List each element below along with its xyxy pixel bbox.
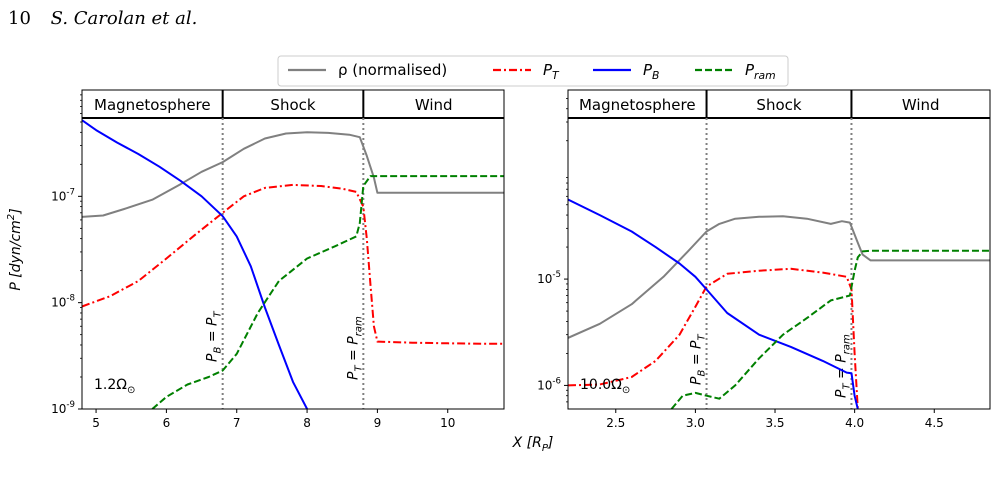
x-tick-label: 4.0 [845, 416, 864, 430]
y-tick-label: 10-5 [537, 270, 561, 286]
legend-item-Pram: Pram [695, 61, 776, 82]
boundary-label: PT = Pram [833, 334, 852, 398]
x-tick-label: 8 [303, 416, 311, 430]
x-tick-label: 5 [92, 416, 100, 430]
left-panel: Magnetosphere Shock Wind PB = PT PT = Pram 5 6… [6, 89, 505, 430]
boundary-label: PT = Pram [345, 316, 364, 380]
y-axis-title: P [dyn/cm2] [6, 208, 24, 290]
series-line-rho [568, 215, 990, 339]
legend-label-PB: PB [643, 61, 659, 82]
x-tick-label: 7 [233, 416, 241, 430]
x-tick-label: 4.5 [925, 416, 944, 430]
legend-label-PT: PT [543, 61, 560, 82]
series-line-PB [82, 119, 308, 409]
rotation-annotation: 1.2Ω⊙ [94, 377, 135, 396]
x-axis-title: X [RP] [512, 435, 554, 454]
x-tick-label: 10 [440, 416, 455, 430]
legend-item-rho: ρ (normalised) [288, 61, 447, 79]
boundary-label: PB = PT [689, 334, 708, 385]
legend-item-PT: PT [493, 61, 560, 82]
legend-label-Pram: Pram [745, 61, 776, 82]
right-panel: Magnetosphere Shock Wind PB = PT PT = Pram 2.… [537, 89, 991, 430]
y-tick-label: 10-6 [537, 376, 561, 392]
x-tick-label: 2.5 [606, 416, 625, 430]
region-label-magnetosphere: Magnetosphere [579, 96, 696, 114]
y-tick-label: 10-8 [51, 294, 75, 310]
x-tick-label: 3.5 [765, 416, 784, 430]
legend-item-PB: PB [593, 61, 659, 82]
series-group [82, 119, 504, 409]
plot-frame [81, 89, 505, 410]
region-label-wind: Wind [415, 96, 453, 114]
legend-items: ρ (normalised) PT PB Pram [288, 61, 776, 82]
boundary-label: PB = PT [205, 311, 224, 362]
series-line-Pram [151, 175, 504, 409]
series-group [568, 198, 990, 409]
y-tick-label: 10-9 [51, 400, 75, 416]
x-axis-label: X [RP] [512, 435, 554, 454]
x-tick-label: 3.0 [686, 416, 705, 430]
author-line: S. Carolan et al. [50, 8, 198, 29]
page-header: 10 S. Carolan et al. [8, 8, 197, 29]
series-line-PT [568, 267, 859, 409]
page-number: 10 [8, 8, 31, 29]
x-tick-label: 9 [374, 416, 382, 430]
legend: ρ (normalised) PT PB Pram [277, 55, 789, 87]
y-tick-label: 10-7 [51, 187, 75, 203]
series-line-PB [568, 198, 859, 409]
plot-frame [567, 89, 991, 410]
legend-label-rho: ρ (normalised) [338, 61, 447, 79]
region-label-magnetosphere: Magnetosphere [94, 96, 211, 114]
rotation-annotation: 10.0Ω⊙ [580, 377, 630, 396]
series-line-Pram [670, 249, 990, 409]
x-tick-label: 6 [163, 416, 171, 430]
series-line-rho [82, 131, 504, 218]
region-label-shock: Shock [756, 96, 801, 114]
region-label-wind: Wind [902, 96, 940, 114]
legend-frame [277, 55, 789, 87]
region-label-shock: Shock [270, 96, 315, 114]
series-line-PT [82, 183, 504, 345]
